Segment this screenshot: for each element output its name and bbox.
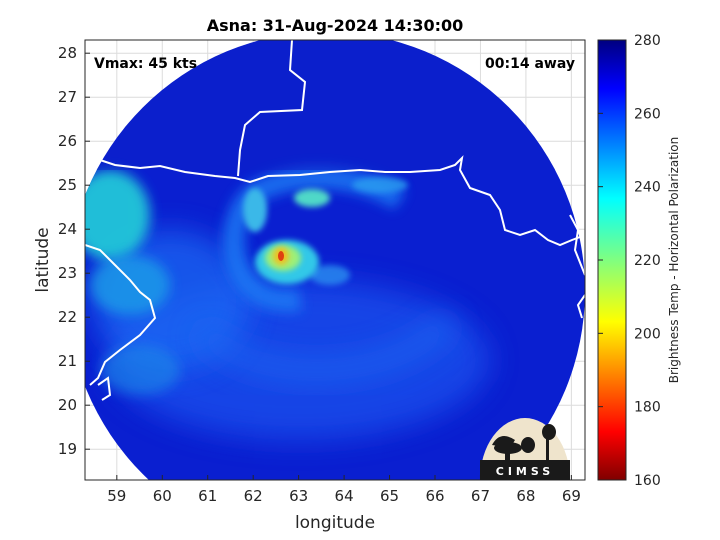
plot-area	[85, 40, 585, 480]
cimss-logo: CIMSS	[480, 418, 570, 480]
eye-hot	[278, 251, 284, 261]
colorbar-tick-label: 260	[634, 106, 661, 122]
logo-dish-right	[521, 437, 535, 453]
y-tick-label: 26	[58, 132, 77, 150]
vmax-annotation: Vmax: 45 kts	[94, 56, 197, 72]
colorbar-tick-label: 200	[634, 326, 661, 342]
coastline-north	[85, 155, 585, 247]
logo-dish-stand	[505, 448, 510, 462]
x-tick-label: 66	[425, 487, 444, 505]
time-away-annotation: 00:14 away	[485, 56, 575, 72]
coastline-oman-south	[97, 376, 112, 401]
colorbar-tick-label: 240	[634, 180, 661, 196]
x-tick-label: 61	[198, 487, 217, 505]
y-tick-label: 23	[58, 264, 77, 282]
colorbar-label: Brightness Temp - Horizontal Polarizatio…	[667, 137, 681, 384]
colorbar-tick-label: 160	[634, 473, 661, 489]
border-pakistan-india	[569, 214, 585, 276]
x-tick-label: 63	[289, 487, 308, 505]
border-iran-pakistan	[237, 40, 307, 177]
field-coast-south	[100, 345, 180, 395]
x-tick-label: 68	[516, 487, 535, 505]
y-tick-label: 22	[58, 308, 77, 326]
logo-tower	[546, 438, 549, 462]
x-tick-label: 64	[335, 487, 354, 505]
x-tick-label: 67	[471, 487, 490, 505]
coastline-east-india	[576, 294, 585, 319]
y-tick-label: 27	[58, 88, 77, 106]
x-axis-label: longitude	[295, 513, 375, 533]
y-tick-label: 28	[58, 44, 77, 62]
y-tick-label: 21	[58, 352, 77, 370]
x-tick-label: 65	[380, 487, 399, 505]
x-tick-label: 60	[153, 487, 172, 505]
logo-text: CIMSS	[496, 465, 554, 478]
microwave-swath	[85, 40, 585, 480]
logo-building	[480, 460, 570, 480]
y-tick-label: 20	[58, 396, 77, 414]
y-tick-label: 25	[58, 176, 77, 194]
axes-frame	[84, 39, 586, 481]
chart-title: Asna: 31-Aug-2024 14:30:00	[207, 16, 464, 35]
y-tick-label: 24	[58, 220, 77, 238]
colorbar-tick-label: 280	[634, 33, 661, 49]
band-streak-northeast	[352, 177, 408, 193]
colorbar-ticks: 160 180 200 220 240 260 280	[598, 33, 661, 489]
field-west-land-2	[90, 255, 170, 315]
colorbar-tick-label: 180	[634, 400, 661, 416]
x-axis: 59 60 61 62 63 64 65 66 67 68 69	[107, 475, 581, 505]
rainband-south	[191, 311, 460, 383]
rainband-west	[243, 188, 267, 232]
y-axis-label: latitude	[33, 227, 53, 292]
colorbar-tick-label: 220	[634, 253, 661, 269]
rainband-north	[294, 189, 330, 207]
x-tick-label: 59	[107, 487, 126, 505]
x-tick-label: 69	[562, 487, 581, 505]
coastlines	[85, 40, 585, 401]
x-tick-label: 62	[244, 487, 263, 505]
y-tick-label: 19	[58, 440, 77, 458]
coastline-oman	[85, 244, 157, 386]
logo-tower-tank	[542, 424, 556, 440]
band-streak-east	[310, 265, 350, 285]
field-west-land	[85, 170, 150, 260]
y-axis: 19 20 21 22 23 24 25 26 27 28	[58, 44, 90, 458]
